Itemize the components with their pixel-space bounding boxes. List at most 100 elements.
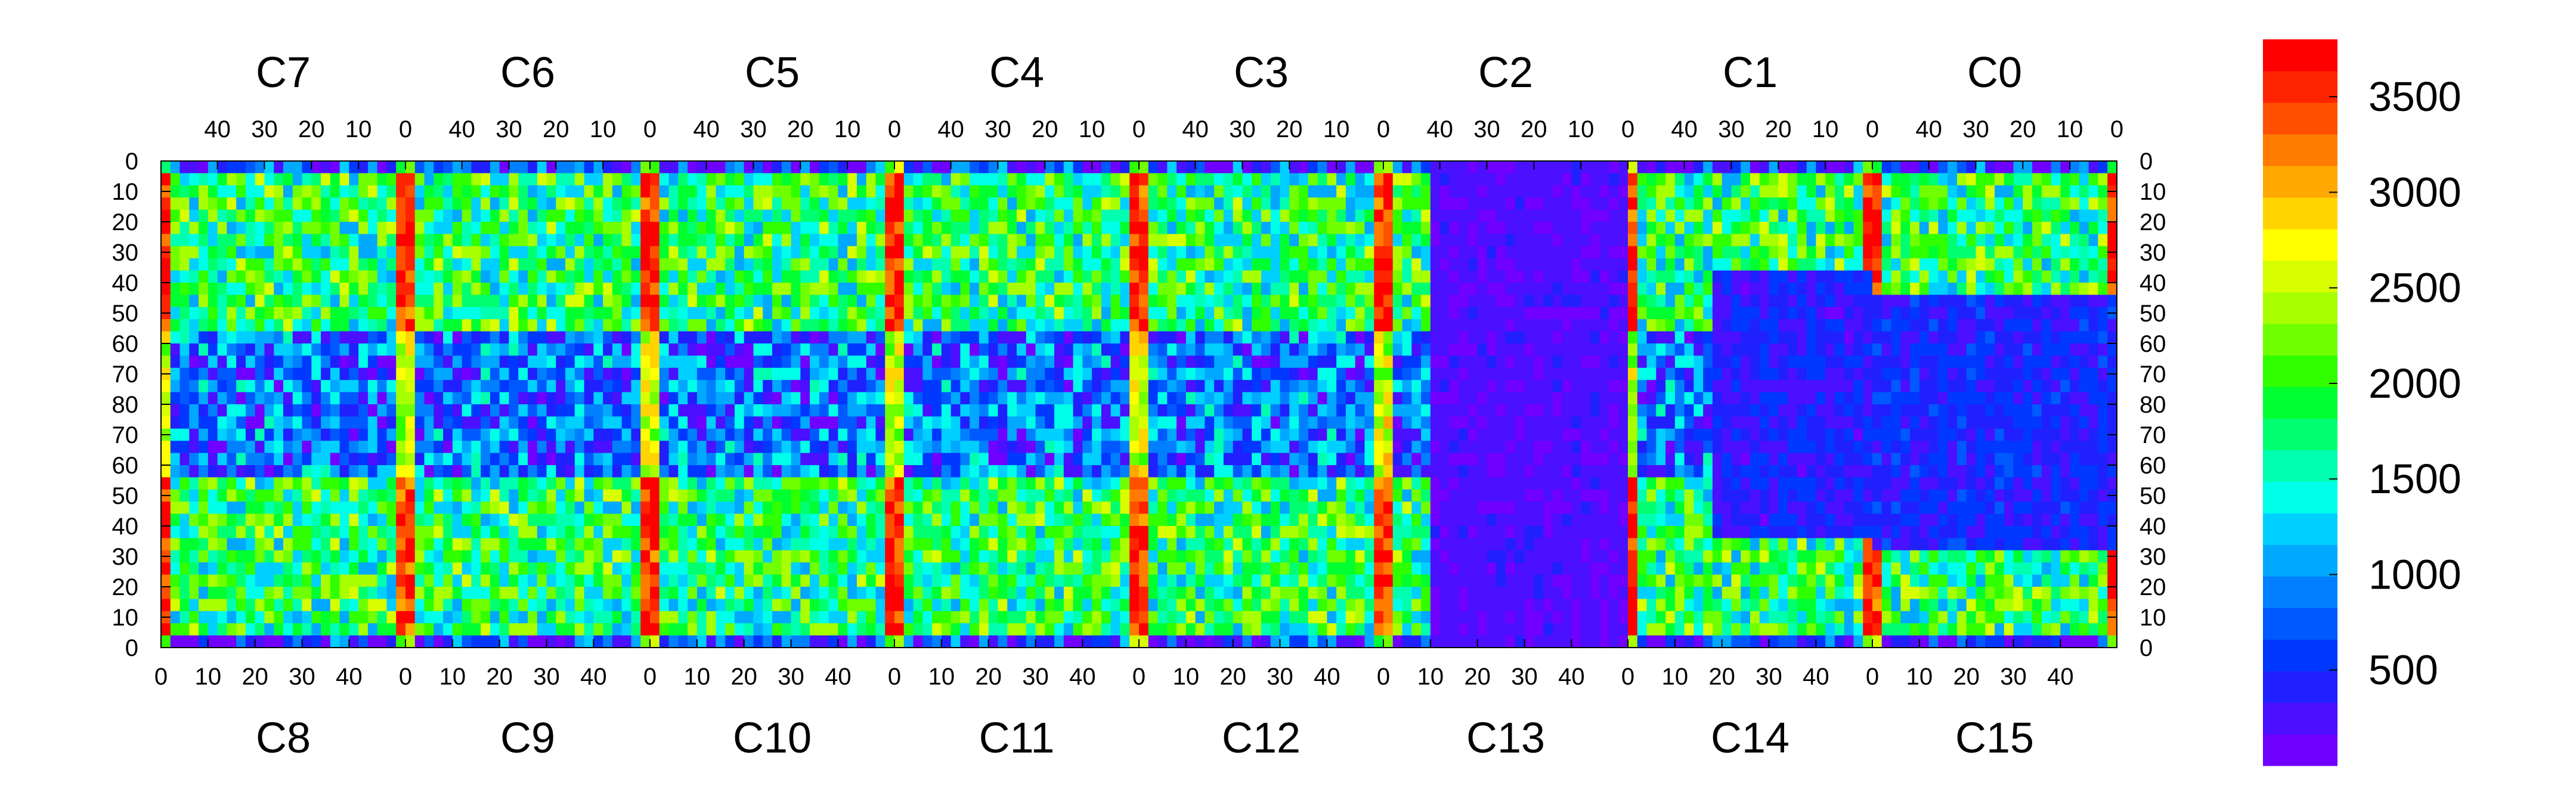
- heatmap-cell: [885, 380, 895, 393]
- heatmap-cell: [960, 367, 970, 380]
- heatmap-cell: [1185, 283, 1196, 295]
- heatmap-cell: [509, 234, 519, 247]
- heatmap-cell: [725, 343, 735, 356]
- heatmap-cell: [1139, 501, 1149, 515]
- heatmap-cell: [828, 380, 838, 393]
- heatmap-cell: [960, 197, 970, 210]
- heatmap-cell: [603, 392, 613, 405]
- heatmap-cell: [1205, 197, 1215, 210]
- heatmap-cell: [518, 367, 528, 380]
- heatmap-cell: [443, 392, 453, 405]
- heatmap-cell: [1280, 404, 1290, 417]
- heatmap-cell: [650, 283, 660, 295]
- heatmap-cell: [932, 367, 942, 380]
- heatmap-cell: [302, 258, 312, 271]
- heatmap-cell: [753, 392, 763, 405]
- heatmap-cell: [518, 295, 528, 308]
- heatmap-cell: [1205, 173, 1215, 186]
- heatmap-cell: [763, 380, 773, 393]
- heatmap-cell: [1214, 380, 1224, 393]
- heatmap-cell: [1110, 416, 1121, 429]
- heatmap-cell: [772, 574, 782, 587]
- heatmap-cell: [1176, 404, 1187, 417]
- heatmap-cell: [367, 246, 378, 259]
- heatmap-cell: [1252, 319, 1262, 332]
- heatmap-cell: [528, 306, 538, 320]
- heatmap-cell: [1082, 538, 1092, 551]
- heatmap-cell: [1148, 355, 1159, 369]
- heatmap-cell: [161, 526, 171, 538]
- heatmap-cell: [998, 538, 1008, 551]
- heatmap-cell: [1289, 599, 1299, 612]
- heatmap-cell: [1139, 587, 1149, 599]
- heatmap-cell: [255, 197, 265, 210]
- heatmap-cell: [913, 635, 923, 648]
- heatmap-cell: [791, 209, 801, 222]
- heatmap-cell: [396, 319, 406, 332]
- heatmap-cell: [330, 234, 340, 247]
- heatmap-cell: [321, 319, 331, 332]
- heatmap-cell: [1045, 562, 1055, 575]
- heatmap-cell: [302, 477, 312, 490]
- heatmap-cell: [979, 392, 989, 405]
- heatmap-cell: [772, 562, 782, 575]
- heatmap-cell: [828, 185, 838, 198]
- heatmap-cell: [452, 295, 463, 308]
- heatmap-cell: [349, 246, 359, 259]
- heatmap-cell: [179, 392, 190, 405]
- heatmap-cell: [199, 599, 209, 612]
- heatmap-cell: [434, 319, 444, 332]
- heatmap-cell: [1299, 574, 1309, 587]
- heatmap-cell: [274, 623, 284, 636]
- heatmap-cell: [481, 623, 491, 636]
- heatmap-cell: [1223, 173, 1234, 186]
- heatmap-cell: [537, 574, 547, 587]
- heatmap-cell: [885, 574, 895, 587]
- heatmap-cell: [434, 465, 444, 478]
- heatmap-cell: [367, 161, 378, 174]
- heatmap-cell: [903, 635, 914, 648]
- heatmap-cell: [1299, 587, 1309, 599]
- heatmap-cell: [838, 209, 848, 222]
- heatmap-cell: [941, 258, 952, 271]
- heatmap-cell: [170, 392, 181, 405]
- heatmap-cell: [349, 209, 359, 222]
- heatmap-cell: [828, 465, 838, 478]
- heatmap-cell: [170, 173, 181, 186]
- heatmap-cell: [970, 185, 980, 198]
- heatmap-cell: [1054, 599, 1064, 612]
- heatmap-cell: [1223, 526, 1234, 538]
- heatmap-cell: [1063, 246, 1074, 259]
- heatmap-cell: [537, 453, 547, 466]
- heatmap-cell: [283, 161, 293, 174]
- heatmap-cell: [1214, 331, 1224, 344]
- heatmap-cell: [1017, 441, 1027, 454]
- heatmap-cell: [1185, 538, 1196, 551]
- heatmap-cell: [922, 343, 933, 356]
- heatmap-cell: [866, 295, 877, 308]
- heatmap-cell: [1242, 562, 1252, 575]
- heatmap-cell: [1299, 258, 1309, 271]
- heatmap-cell: [678, 623, 688, 636]
- heatmap-cell: [434, 635, 444, 648]
- heatmap-cell: [922, 331, 933, 344]
- heatmap-cell: [631, 428, 641, 441]
- heatmap-cell: [1242, 367, 1252, 380]
- heatmap-cell: [255, 428, 265, 441]
- heatmap-cell: [311, 574, 321, 587]
- heatmap-cell: [621, 587, 632, 599]
- heatmap-cell: [734, 209, 745, 222]
- heatmap-cell: [424, 234, 434, 247]
- heatmap-cell: [349, 477, 359, 490]
- heatmap-cell: [791, 513, 801, 527]
- heatmap-cell: [565, 635, 575, 648]
- heatmap-cell: [1308, 295, 1318, 308]
- heatmap-cell: [696, 319, 707, 332]
- heatmap-cell: [414, 173, 425, 186]
- heatmap-cell: [311, 161, 321, 174]
- heatmap-cell: [1092, 283, 1102, 295]
- heatmap-cell: [847, 222, 857, 234]
- heatmap-cell: [1289, 283, 1299, 295]
- heatmap-cell: [706, 380, 716, 393]
- heatmap-cell: [367, 185, 378, 198]
